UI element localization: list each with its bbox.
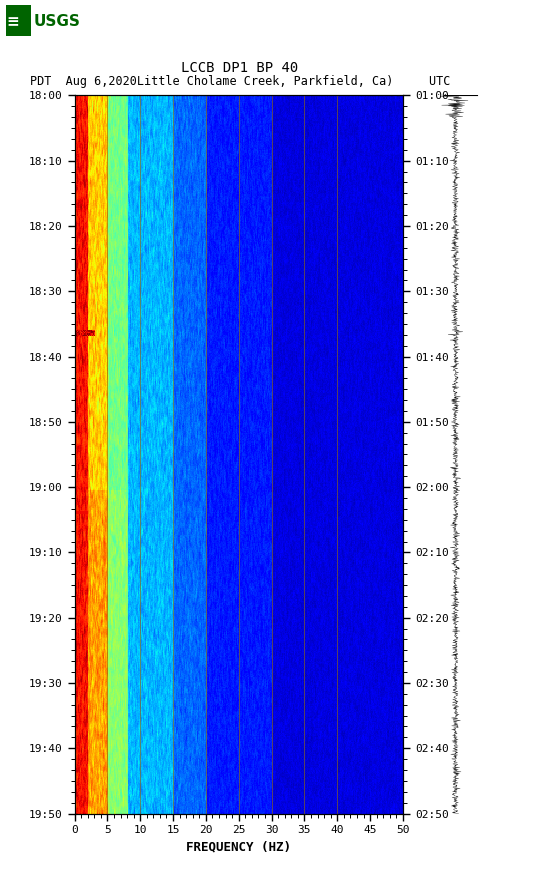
- Text: USGS: USGS: [33, 14, 80, 29]
- X-axis label: FREQUENCY (HZ): FREQUENCY (HZ): [186, 841, 291, 854]
- Text: LCCB DP1 BP 40: LCCB DP1 BP 40: [182, 61, 299, 75]
- Text: ≡: ≡: [7, 14, 19, 29]
- Text: PDT  Aug 6,2020Little Cholame Creek, Parkfield, Ca)     UTC: PDT Aug 6,2020Little Cholame Creek, Park…: [30, 75, 450, 88]
- FancyBboxPatch shape: [6, 4, 31, 37]
